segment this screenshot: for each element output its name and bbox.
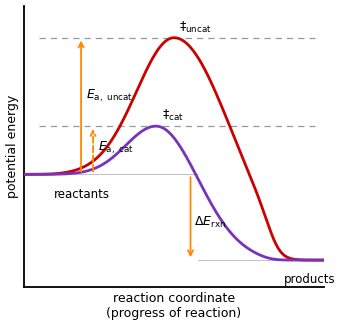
Text: reactants: reactants bbox=[54, 188, 110, 201]
Text: $\mathit{E}_{\mathregular{a,\ cat}}$: $\mathit{E}_{\mathregular{a,\ cat}}$ bbox=[98, 139, 134, 156]
Text: $\Delta\mathit{E}_{\mathregular{rxn}}$: $\Delta\mathit{E}_{\mathregular{rxn}}$ bbox=[194, 215, 226, 230]
Text: $\mathit{E}_{\mathregular{a,\ uncat}}$: $\mathit{E}_{\mathregular{a,\ uncat}}$ bbox=[86, 87, 132, 104]
Text: products: products bbox=[284, 274, 335, 287]
Text: $\ddagger_{\mathregular{cat}}$: $\ddagger_{\mathregular{cat}}$ bbox=[162, 108, 184, 124]
X-axis label: reaction coordinate
(progress of reaction): reaction coordinate (progress of reactio… bbox=[107, 292, 242, 320]
Y-axis label: potential energy: potential energy bbox=[6, 95, 19, 198]
Text: $\ddagger_{\mathregular{uncat}}$: $\ddagger_{\mathregular{uncat}}$ bbox=[178, 20, 211, 35]
